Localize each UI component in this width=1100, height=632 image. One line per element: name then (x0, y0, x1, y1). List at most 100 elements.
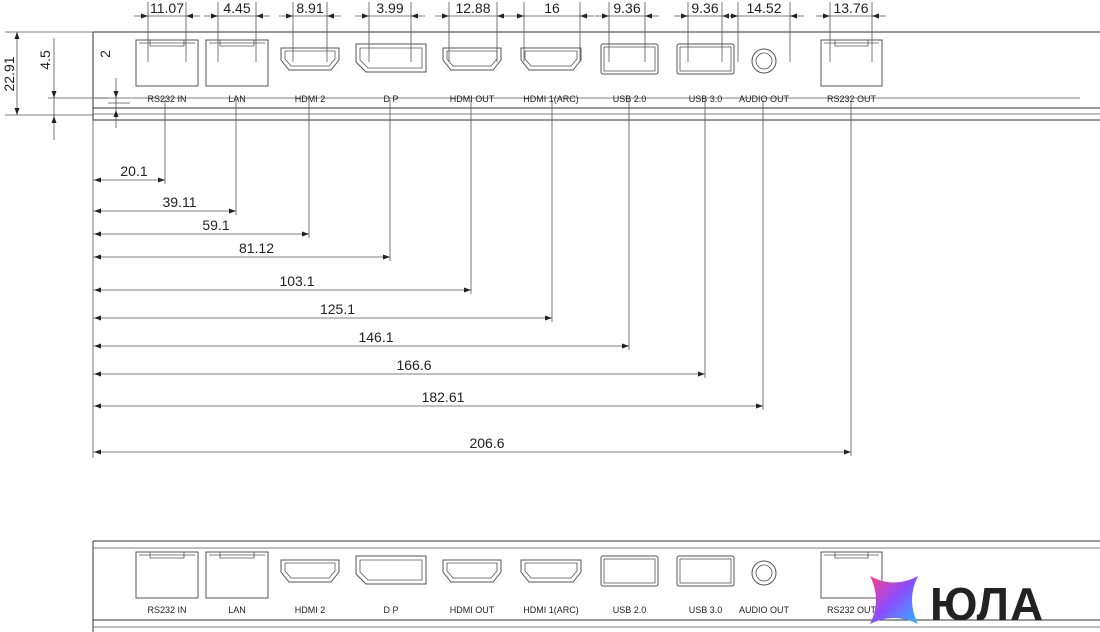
rj45-port-outline (135, 551, 199, 599)
position-dim-dp: 81.12 (239, 240, 274, 256)
hdmi-port-outline (280, 559, 340, 583)
position-dim-usb-2: 146.1 (358, 329, 393, 345)
width-dim-rs232-out: 13.76 (833, 0, 868, 16)
usb-port-inner (679, 46, 732, 72)
top-port-label-rs232-out: RS232 OUT (827, 94, 877, 104)
usb-port-outline (676, 555, 735, 587)
offset-dim-text: 4.5 (37, 50, 53, 70)
bottom-port-label-lan: LAN (228, 605, 246, 615)
hdmi-port-inner (284, 562, 336, 579)
dimension-arrow (327, 13, 334, 19)
top-port-label-hdmi-out: HDMI OUT (450, 94, 495, 104)
dimension-arrow (51, 116, 57, 123)
dimension-arrow (756, 403, 763, 409)
dimension-arrow (580, 13, 587, 19)
usb-port-outline (600, 555, 659, 587)
top-port-label-audio-out: AUDIO OUT (739, 94, 790, 104)
usb-port-inner (603, 558, 656, 584)
dimension-arrow (302, 231, 309, 237)
dimension-arrow (211, 13, 218, 19)
dimension-arrow (51, 91, 57, 98)
dp-port-inner (359, 47, 423, 69)
audio-jack-inner (755, 52, 773, 70)
position-dim-hdmi-out: 103.1 (279, 273, 314, 289)
hdmi-port-outline (280, 47, 340, 71)
dimension-arrow (872, 13, 879, 19)
hdmi-port-outline (442, 47, 502, 71)
dimension-arrow (94, 287, 101, 293)
dp-port-outline (355, 43, 427, 73)
top-panel-ports: RS232 IN LAN HDMI 2 D P HDMI OUT HDMI 1(ARC) U… (135, 39, 883, 104)
position-dim-hdmi-2: 59.1 (202, 217, 229, 233)
dimension-arrow (698, 371, 705, 377)
dimension-arrow (94, 343, 101, 349)
audio-jack-outline (751, 560, 777, 586)
dimension-arrow (158, 177, 165, 183)
position-dim-hdmi-1-arc: 125.1 (320, 301, 355, 317)
width-dim-usb-2: 9.36 (613, 0, 640, 16)
bottom-port-label-hdmi-1-arc: HDMI 1(ARC) (523, 605, 579, 615)
dimension-arrow (517, 13, 524, 19)
dimension-arrow (113, 91, 119, 98)
width-dim-audio-out: 14.52 (746, 0, 781, 16)
rj45-port-outline (205, 39, 269, 87)
bottom-port-label-rs232-out: RS232 OUT (827, 605, 877, 615)
dimension-arrow (497, 13, 504, 19)
bottom-port-label-hdmi-2: HDMI 2 (295, 605, 326, 615)
dimension-arrow (411, 13, 418, 19)
bottom-port-label-audio-out: AUDIO OUT (739, 605, 790, 615)
dimension-arrow (442, 13, 449, 19)
logo-mark-icon (870, 576, 918, 624)
position-dim-lan: 39.11 (163, 194, 197, 210)
dp-port-outline (355, 555, 427, 585)
dimension-arrow (94, 231, 101, 237)
brand-logo: ЮЛА (870, 576, 1044, 630)
height-dim-text: 22.91 (1, 56, 17, 91)
top-width-dimensions: 11.07 4.45 8.91 3.99 12.88 16 9.36 9.36 14.52 13.… (134, 0, 886, 62)
panel-outlines (92, 31, 1100, 632)
bottom-panel-ports: RS232 IN LAN HDMI 2 D P HDMI OUT HDMI 1(ARC) U… (135, 551, 883, 615)
dp-port-inner (359, 559, 423, 581)
hdmi-port-outline (520, 47, 582, 71)
dimension-arrow (602, 13, 609, 19)
dimension-arrow (94, 208, 101, 214)
top-port-label-rs232-in: RS232 IN (147, 94, 186, 104)
width-dim-hdmi-out: 12.88 (455, 0, 490, 16)
dimension-arrow (186, 13, 193, 19)
position-dim-rs232-out: 206.6 (469, 435, 504, 451)
dimension-arrow (94, 403, 101, 409)
hdmi-port-outline (442, 559, 502, 583)
rj45-port-outline (205, 551, 269, 599)
dimension-arrow (362, 13, 369, 19)
bottom-port-label-usb-3: USB 3.0 (689, 605, 723, 615)
vertical-dimensions: 22.91 4.5 2 (1, 31, 130, 140)
usb-port-outline (600, 43, 659, 75)
logo-text: ЮЛА (930, 578, 1044, 630)
top-port-label-hdmi-2: HDMI 2 (295, 94, 326, 104)
position-dim-rs232-in: 20.1 (120, 163, 147, 179)
dimension-arrow (94, 449, 101, 455)
hdmi-port-inner (446, 562, 498, 579)
width-dim-lan: 4.45 (223, 0, 250, 16)
dimension-arrow (823, 13, 830, 19)
hdmi-port-outline (520, 559, 582, 583)
top-port-label-lan: LAN (228, 94, 246, 104)
width-dim-rs232-in: 11.07 (150, 0, 184, 16)
dimension-arrow (286, 13, 293, 19)
dimension-arrow (464, 287, 471, 293)
top-port-label-hdmi-1-arc: HDMI 1(ARC) (523, 94, 579, 104)
width-dim-usb-3: 9.36 (691, 0, 718, 16)
dimension-arrow (94, 177, 101, 183)
usb-port-inner (603, 46, 656, 72)
audio-jack-outline (751, 48, 777, 74)
bottom-port-label-dp: D P (383, 605, 398, 615)
dimension-arrow (141, 13, 148, 19)
rj45-port-outline (135, 39, 199, 87)
dimension-arrow (545, 315, 552, 321)
bottom-port-label-hdmi-out: HDMI OUT (450, 605, 495, 615)
hdmi-port-inner (524, 50, 578, 67)
dimension-arrow (14, 32, 20, 39)
rj45-port-outline (820, 551, 883, 599)
